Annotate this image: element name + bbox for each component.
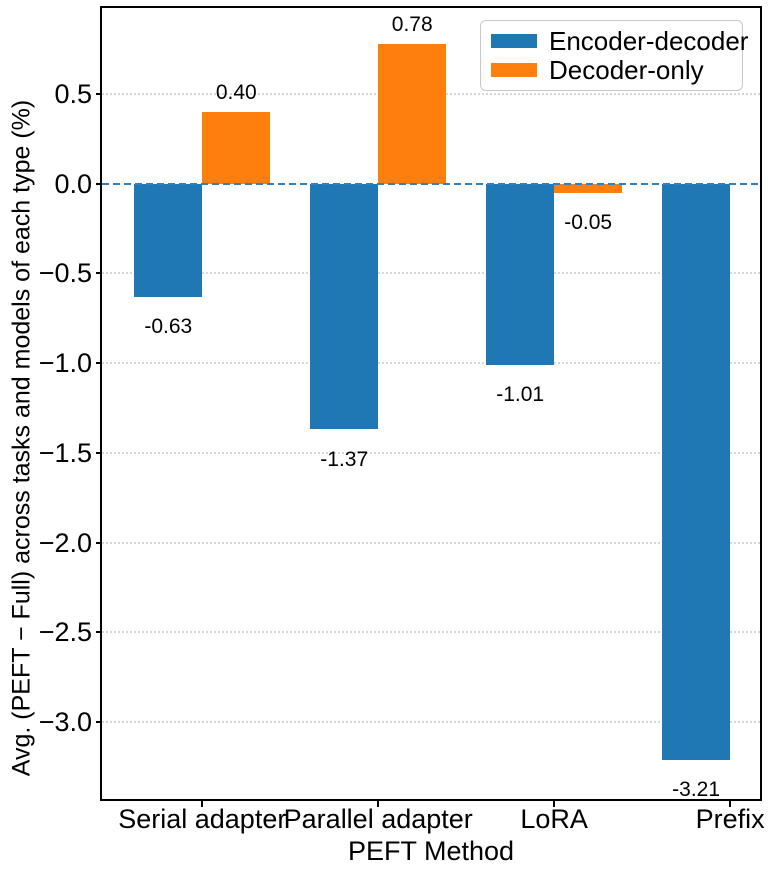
legend-item-label: Encoder-decoder [549,25,749,56]
bar-value-label: -1.01 [496,382,545,406]
x-tick-mark [201,801,204,807]
legend-item-encoder-decoder: Encoder-decoder [491,28,748,54]
legend-item-decoder-only: Decoder-only [491,57,732,83]
y-tick-mark [96,451,102,454]
y-tick-label: −1.0 [38,348,92,379]
bar-value-label: -3.21 [672,777,721,801]
legend: Encoder-decoder Decoder-only [480,20,748,91]
x-tick-label: LoRA [520,804,588,834]
y-tick-label: 0.0 [54,168,92,199]
y-tick-mark [96,541,102,544]
gridline [102,451,760,454]
y-tick-label: −2.5 [38,617,92,648]
gridline [102,541,760,544]
x-tick-label: Prefix [695,804,765,834]
bar-encoder-decoder-prefix [662,183,731,760]
encoder-decoder-swatch-icon [491,33,537,48]
y-tick-mark [96,272,102,275]
bar-encoder-decoder-serial-adapter [134,183,203,297]
y-tick-label: −0.5 [38,258,92,289]
bar-decoder-only-lora [554,183,623,193]
decoder-only-swatch-icon [491,63,537,78]
x-tick-label: Serial adapter [118,804,287,834]
bar-value-label: -0.05 [564,210,613,234]
y-tick-mark [96,631,102,634]
gridline [102,362,760,365]
x-tick-mark [553,801,556,807]
bar-encoder-decoder-lora [486,183,555,365]
y-tick-mark [96,362,102,365]
gridline [102,720,760,723]
x-tick-mark [377,801,380,807]
legend-item-label: Decoder-only [549,55,704,86]
x-tick-label: Parallel adapter [283,804,473,834]
bar-value-label: 0.78 [391,12,433,36]
y-tick-label: 0.5 [54,79,92,110]
zero-baseline [102,182,760,185]
bar-value-label: -0.63 [144,314,193,338]
y-tick-mark [96,182,102,185]
x-axis-label: PEFT Method [347,836,515,866]
gridline [102,272,760,275]
bar-decoder-only-parallel-adapter [378,43,447,184]
y-tick-mark [96,93,102,96]
bar-value-label: 0.40 [215,81,257,105]
y-tick-label: −1.5 [38,437,92,468]
bar-value-label: -1.37 [320,447,369,471]
y-tick-mark [96,720,102,723]
y-tick-label: −2.0 [38,527,92,558]
y-tick-label: −3.0 [38,706,92,737]
bar-encoder-decoder-parallel-adapter [310,183,379,430]
gridline [102,631,760,634]
x-tick-mark [729,801,732,807]
bar-decoder-only-serial-adapter [202,112,271,184]
